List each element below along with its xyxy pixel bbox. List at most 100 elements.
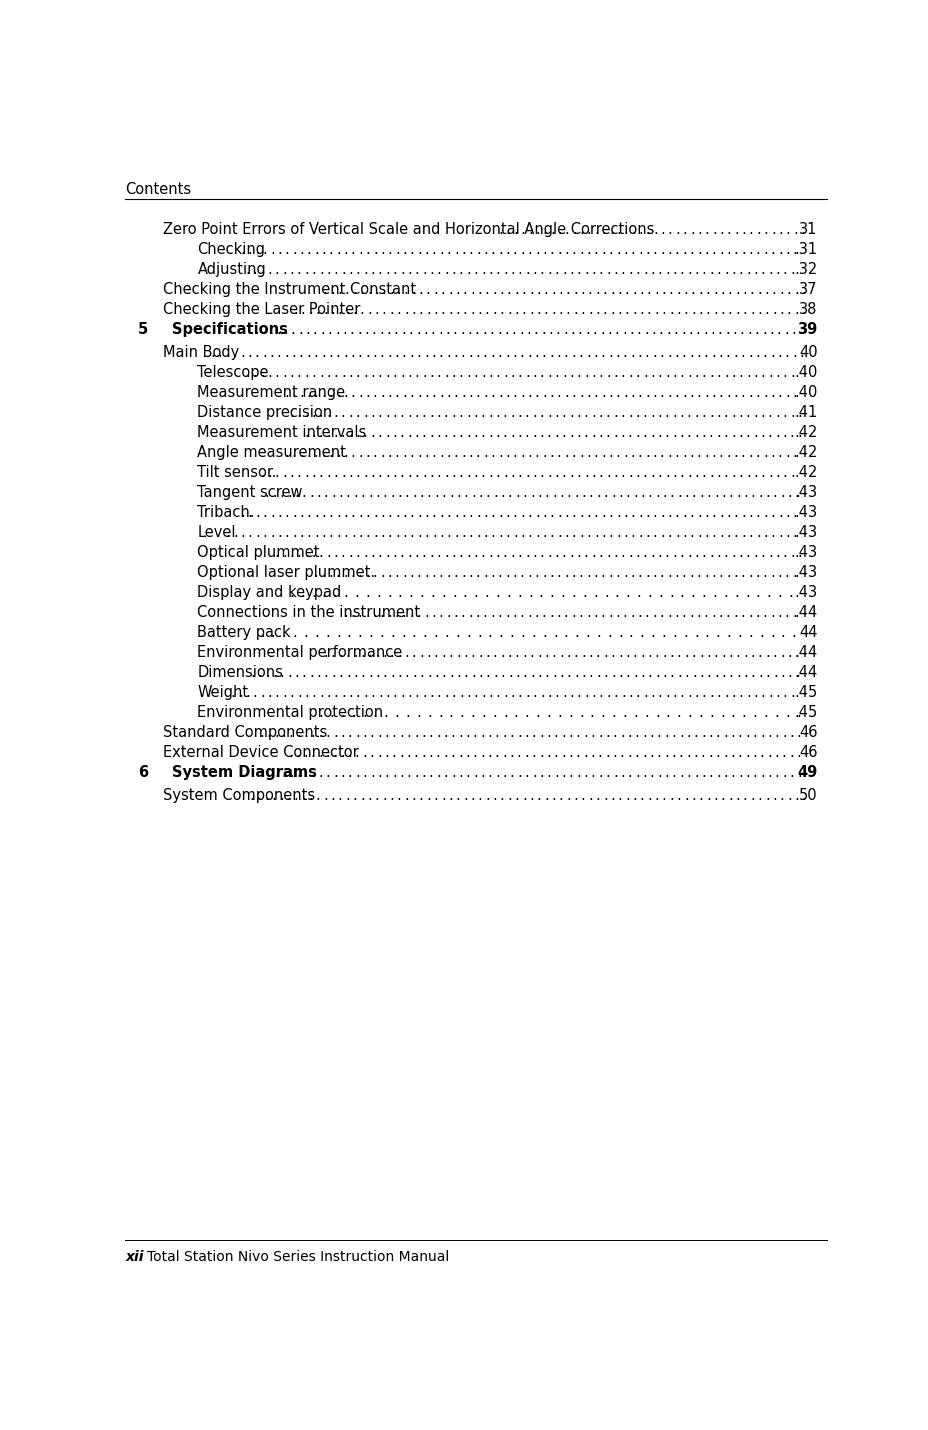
Text: .: . (713, 645, 717, 661)
Text: .: . (657, 585, 663, 601)
Text: .: . (531, 745, 535, 761)
Text: .: . (679, 685, 684, 701)
Text: .: . (444, 545, 448, 561)
Text: .: . (684, 665, 689, 681)
Text: .: . (505, 445, 509, 460)
Text: .: . (551, 788, 556, 804)
Text: .: . (517, 262, 522, 276)
Text: .: . (674, 345, 678, 360)
Text: .: . (423, 605, 428, 621)
Text: .: . (639, 665, 644, 681)
Text: .: . (419, 585, 424, 601)
Text: .: . (260, 685, 264, 701)
Text: .: . (291, 505, 296, 521)
Text: .: . (615, 505, 620, 521)
Text: .: . (730, 425, 735, 440)
Text: .: . (789, 465, 794, 480)
Text: .: . (547, 685, 551, 701)
Text: .: . (681, 242, 686, 256)
Text: .: . (524, 365, 529, 380)
Text: Measurement intervals: Measurement intervals (198, 425, 367, 440)
Text: .: . (490, 445, 495, 460)
Text: .: . (283, 322, 288, 336)
Text: .: . (341, 465, 345, 480)
Text: .: . (502, 262, 508, 276)
Text: .: . (730, 685, 735, 701)
Text: .: . (406, 545, 411, 561)
Text: .: . (583, 725, 587, 741)
Text: .: . (679, 465, 684, 480)
Text: .: . (320, 322, 325, 336)
Text: .: . (394, 242, 399, 256)
Text: .: . (690, 645, 696, 661)
Text: .: . (526, 345, 531, 360)
Text: .: . (306, 242, 311, 256)
Text: .: . (702, 685, 706, 701)
Text: .: . (441, 485, 445, 500)
Text: .: . (775, 365, 780, 380)
Text: .: . (777, 605, 781, 621)
Text: .: . (318, 705, 323, 721)
Text: .: . (512, 505, 517, 521)
Text: Environmental protection: Environmental protection (198, 705, 383, 721)
Text: .: . (595, 302, 599, 316)
Text: .: . (561, 725, 565, 741)
Text: .: . (642, 262, 647, 276)
Text: .: . (723, 585, 728, 601)
Text: .: . (505, 605, 509, 621)
Text: .: . (357, 445, 362, 460)
Text: .: . (776, 322, 780, 336)
Text: .: . (378, 465, 382, 480)
Text: .: . (767, 725, 771, 741)
Text: .: . (318, 262, 323, 276)
Text: .: . (646, 282, 651, 296)
Text: .: . (800, 222, 805, 236)
Text: .: . (487, 765, 492, 781)
Text: .: . (608, 505, 612, 521)
Text: .: . (591, 262, 596, 276)
Text: .: . (311, 365, 316, 380)
Text: .: . (792, 385, 796, 400)
Text: .: . (693, 545, 698, 561)
Text: .: . (767, 545, 772, 561)
Text: .: . (747, 445, 753, 460)
Text: .: . (708, 765, 713, 781)
Text: .: . (610, 788, 614, 804)
Text: .: . (455, 788, 460, 804)
Text: .: . (289, 725, 293, 741)
Text: .: . (564, 525, 569, 541)
Text: .: . (742, 645, 747, 661)
Text: .: . (409, 505, 414, 521)
Text: .: . (292, 625, 297, 641)
Text: .: . (302, 485, 306, 500)
Text: .: . (575, 765, 580, 781)
Text: .: . (734, 282, 739, 296)
Text: .: . (769, 445, 774, 460)
Text: .: . (568, 745, 573, 761)
Text: .: . (627, 465, 632, 480)
Text: Weight: Weight (198, 685, 249, 701)
Text: .: . (343, 505, 348, 521)
Text: .: . (514, 788, 519, 804)
Text: .: . (420, 725, 426, 741)
Text: .: . (777, 525, 782, 541)
Text: .: . (524, 262, 529, 276)
Text: .: . (436, 365, 441, 380)
Text: .: . (450, 745, 455, 761)
Text: .: . (299, 345, 303, 360)
Text: .: . (787, 665, 792, 681)
Text: .: . (266, 765, 271, 781)
Text: .: . (664, 725, 668, 741)
Text: .: . (455, 282, 459, 296)
Text: .: . (659, 565, 664, 581)
Text: .: . (444, 625, 448, 641)
Text: .: . (533, 322, 538, 336)
Text: .: . (730, 545, 735, 561)
Text: .: . (790, 685, 794, 701)
Text: .: . (752, 725, 756, 741)
Text: .: . (426, 302, 431, 316)
Text: .: . (318, 685, 324, 701)
Text: .: . (517, 765, 522, 781)
Text: .: . (784, 242, 789, 256)
Text: .: . (638, 282, 643, 296)
